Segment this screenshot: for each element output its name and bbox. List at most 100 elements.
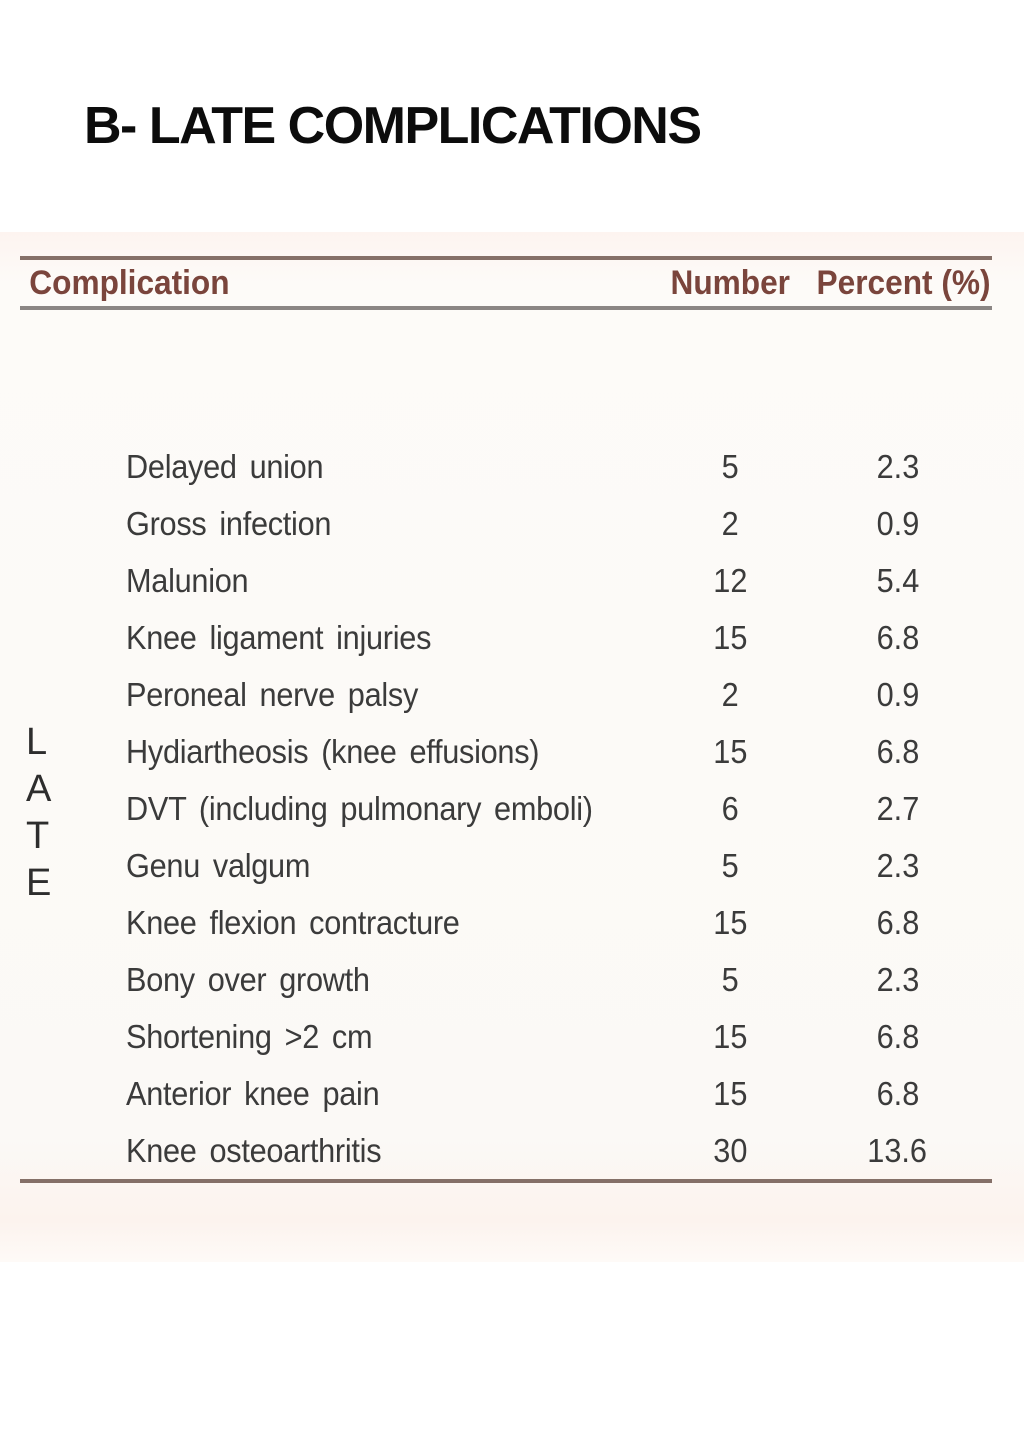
vertical-letter-e: E xyxy=(26,862,52,904)
number-cell: 15 xyxy=(650,1075,810,1113)
percent-text: 6.8 xyxy=(876,732,919,770)
complication-text: Delayed union xyxy=(126,447,324,485)
percent-cell: 2.3 xyxy=(810,847,985,885)
complication-text: Gross infection xyxy=(126,504,332,542)
table-row: Knee ligament injuries 15 6.8 xyxy=(20,609,992,666)
number-text: 12 xyxy=(712,561,748,599)
percent-text: 2.3 xyxy=(876,960,919,998)
complication-cell: Delayed union xyxy=(20,448,606,486)
percent-text: 13.6 xyxy=(867,1131,928,1169)
vertical-letter-t: T xyxy=(26,815,50,857)
percent-cell: 13.6 xyxy=(810,1132,985,1170)
percent-cell: 0.9 xyxy=(810,676,985,714)
percent-text: 0.9 xyxy=(876,504,919,542)
percent-text: 2.3 xyxy=(876,846,919,884)
complication-cell: DVT (including pulmonary emboli) xyxy=(20,790,606,828)
complication-text: Bony over growth xyxy=(126,960,370,998)
complication-cell: Knee flexion contracture xyxy=(20,904,606,942)
percent-cell: 6.8 xyxy=(810,1075,985,1113)
complication-cell: Genu valgum xyxy=(20,847,606,885)
percent-cell: 6.8 xyxy=(810,904,985,942)
number-text: 2 xyxy=(721,504,739,542)
percent-text: 5.4 xyxy=(876,561,919,599)
number-text: 5 xyxy=(721,846,739,884)
vertical-late-label: L A T E xyxy=(26,719,62,907)
table-row: Malunion 12 5.4 xyxy=(20,552,992,609)
header-percent: Percent (%) xyxy=(810,264,991,303)
number-cell: 30 xyxy=(650,1132,810,1170)
percent-cell: 0.9 xyxy=(810,505,985,543)
table-row: Peroneal nerve palsy 2 0.9 xyxy=(20,666,992,723)
percent-cell: 2.7 xyxy=(810,790,985,828)
slide-title: B- LATE COMPLICATIONS xyxy=(84,97,702,155)
complication-text: Knee flexion contracture xyxy=(126,903,460,941)
number-cell: 5 xyxy=(650,448,810,486)
complication-text: Knee osteoarthritis xyxy=(126,1131,382,1169)
percent-text: 2.3 xyxy=(876,447,919,485)
number-text: 5 xyxy=(721,960,739,998)
number-text: 15 xyxy=(712,1017,748,1055)
number-text: 2 xyxy=(721,675,739,713)
number-cell: 5 xyxy=(650,961,810,999)
number-text: 15 xyxy=(712,903,748,941)
number-cell: 2 xyxy=(650,676,810,714)
complication-text: Genu valgum xyxy=(126,846,311,884)
header-number: Number xyxy=(650,264,810,303)
percent-cell: 6.8 xyxy=(810,733,985,771)
percent-text: 2.7 xyxy=(876,789,919,827)
percent-text: 6.8 xyxy=(876,618,919,656)
complication-cell: Gross infection xyxy=(20,505,606,543)
percent-cell: 2.3 xyxy=(810,448,985,486)
number-cell: 15 xyxy=(650,619,810,657)
table-row: DVT (including pulmonary emboli) 6 2.7 xyxy=(20,780,992,837)
number-cell: 5 xyxy=(650,847,810,885)
table-row: Bony over growth 5 2.3 xyxy=(20,951,992,1008)
complication-cell: Hydiartheosis (knee effusions) xyxy=(20,733,606,771)
number-text: 6 xyxy=(721,789,739,827)
complications-table: Complication Number Percent (%) Delayed … xyxy=(20,256,992,1183)
number-cell: 15 xyxy=(650,904,810,942)
number-cell: 12 xyxy=(650,562,810,600)
complication-text: Knee ligament injuries xyxy=(126,618,432,656)
table-row: Anterior knee pain 15 6.8 xyxy=(20,1065,992,1122)
table-row: Delayed union 5 2.3 xyxy=(20,438,992,495)
table-body: Delayed union 5 2.3 Gross infection 2 0.… xyxy=(20,438,992,1183)
table-row: Shortening >2 cm 15 6.8 xyxy=(20,1008,992,1065)
table-row: Gross infection 2 0.9 xyxy=(20,495,992,552)
percent-text: 6.8 xyxy=(876,1017,919,1055)
percent-cell: 6.8 xyxy=(810,1018,985,1056)
scanned-table-image: Complication Number Percent (%) Delayed … xyxy=(0,232,1024,1262)
complication-text: Anterior knee pain xyxy=(126,1074,380,1112)
complication-cell: Knee ligament injuries xyxy=(20,619,606,657)
complication-text: Hydiartheosis (knee effusions) xyxy=(126,732,540,770)
complication-cell: Peroneal nerve palsy xyxy=(20,676,606,714)
number-text: 15 xyxy=(712,1074,748,1112)
complication-cell: Knee osteoarthritis xyxy=(20,1132,606,1170)
number-cell: 15 xyxy=(650,1018,810,1056)
complication-cell: Malunion xyxy=(20,562,606,600)
complication-cell: Shortening >2 cm xyxy=(20,1018,606,1056)
table-row: Knee flexion contracture 15 6.8 xyxy=(20,894,992,951)
table-row: Genu valgum 5 2.3 xyxy=(20,837,992,894)
vertical-letter-a: A xyxy=(26,768,52,810)
number-text: 30 xyxy=(712,1131,748,1169)
percent-cell: 6.8 xyxy=(810,619,985,657)
vertical-letter-l: L xyxy=(26,721,48,763)
number-cell: 15 xyxy=(650,733,810,771)
header-complication: Complication xyxy=(29,263,230,302)
table-row: Knee osteoarthritis 30 13.6 xyxy=(20,1122,992,1179)
complication-text: Malunion xyxy=(126,561,249,599)
percent-cell: 5.4 xyxy=(810,562,985,600)
complication-text: Peroneal nerve palsy xyxy=(126,675,419,713)
percent-cell: 2.3 xyxy=(810,961,985,999)
complication-cell: Anterior knee pain xyxy=(20,1075,606,1113)
complication-text: Shortening >2 cm xyxy=(126,1017,373,1055)
number-cell: 2 xyxy=(650,505,810,543)
number-cell: 6 xyxy=(650,790,810,828)
table-row: Hydiartheosis (knee effusions) 15 6.8 xyxy=(20,723,992,780)
header-number-label: Number xyxy=(670,263,790,302)
percent-text: 6.8 xyxy=(876,903,919,941)
complication-cell: Bony over growth xyxy=(20,961,606,999)
percent-text: 6.8 xyxy=(876,1074,919,1112)
